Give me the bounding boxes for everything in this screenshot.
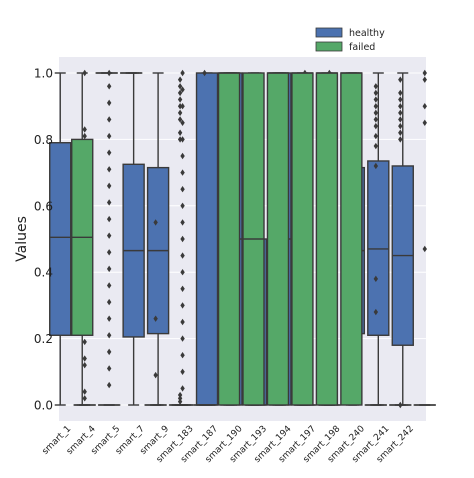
- box-iqr: [267, 73, 288, 405]
- y-tick-label: 1.0: [34, 67, 53, 81]
- box-iqr: [292, 73, 313, 405]
- y-tick-label: 0.0: [34, 399, 53, 413]
- y-tick-label: 0.4: [34, 266, 53, 280]
- box-failed-smart_190: [243, 73, 264, 405]
- legend-label-healthy: healthy: [349, 28, 385, 39]
- legend-swatch-failed: [316, 42, 342, 51]
- box-iqr: [316, 73, 337, 405]
- box-iqr: [50, 143, 71, 336]
- box-failed-smart_194: [292, 73, 313, 405]
- box-iqr: [197, 73, 218, 405]
- y-tick-label: 0.6: [34, 199, 53, 213]
- y-tick-label: 0.2: [34, 332, 53, 346]
- box-iqr: [368, 161, 389, 335]
- legend-label-failed: failed: [349, 42, 375, 53]
- box-failed-smart_198: [341, 73, 362, 405]
- box-failed-smart_193: [267, 73, 288, 405]
- box-iqr: [341, 73, 362, 405]
- legend-swatch-healthy: [316, 28, 342, 37]
- box-failed-smart_197: [316, 73, 337, 405]
- box-failed-smart_187: [219, 73, 240, 405]
- y-axis-label: Values: [14, 216, 30, 262]
- x-tick-labels: smart_1smart_4smart_5smart_7smart_9smart…: [41, 424, 416, 465]
- box-iqr: [219, 73, 240, 405]
- box-healthy-smart_187: [197, 73, 218, 405]
- legend: healthy failed: [316, 28, 385, 53]
- y-tick-label: 0.8: [34, 133, 53, 147]
